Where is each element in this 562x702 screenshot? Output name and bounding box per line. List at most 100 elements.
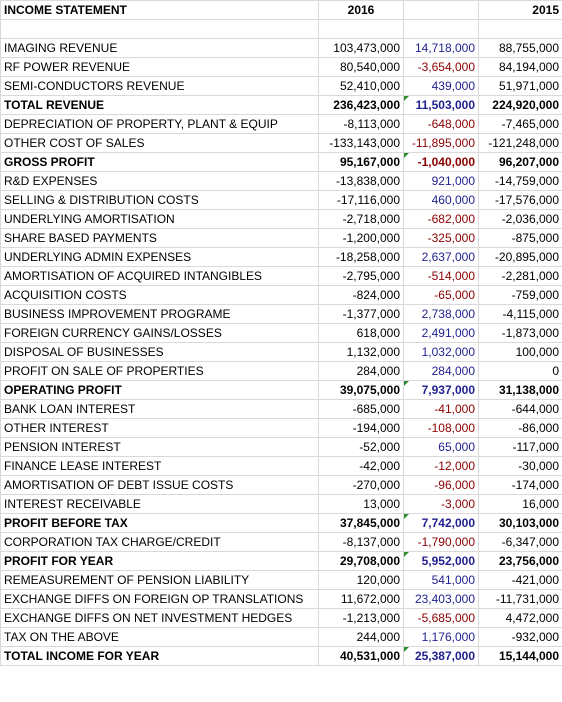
value-2016-cell[interactable]: 236,423,000 xyxy=(318,95,404,115)
variance-cell[interactable]: 65,000 xyxy=(403,437,479,457)
value-2016-cell[interactable]: 103,473,000 xyxy=(318,38,404,58)
row-label-cell[interactable]: INTEREST RECEIVABLE xyxy=(0,494,319,514)
value-2016-cell[interactable]: 13,000 xyxy=(318,494,404,514)
value-2016-cell[interactable]: -1,377,000 xyxy=(318,304,404,324)
row-label-cell[interactable]: BUSINESS IMPROVEMENT PROGRAME xyxy=(0,304,319,324)
value-2015-cell[interactable]: -20,895,000 xyxy=(478,247,562,267)
variance-cell[interactable]: 5,952,000 xyxy=(403,551,479,571)
value-2015-cell[interactable]: -121,248,000 xyxy=(478,133,562,153)
row-label-cell[interactable]: PROFIT ON SALE OF PROPERTIES xyxy=(0,361,319,381)
value-2015-cell[interactable]: 96,207,000 xyxy=(478,152,562,172)
variance-cell[interactable]: -514,000 xyxy=(403,266,479,286)
value-2016-cell[interactable]: 39,075,000 xyxy=(318,380,404,400)
variance-cell[interactable]: 2,738,000 xyxy=(403,304,479,324)
value-2016-cell[interactable]: -42,000 xyxy=(318,456,404,476)
row-label-cell[interactable]: BANK LOAN INTEREST xyxy=(0,399,319,419)
variance-cell[interactable]: 284,000 xyxy=(403,361,479,381)
variance-cell[interactable]: 2,637,000 xyxy=(403,247,479,267)
value-2015-cell[interactable]: 0 xyxy=(478,361,562,381)
row-label-cell[interactable]: ACQUISITION COSTS xyxy=(0,285,319,305)
row-label-cell[interactable]: EXCHANGE DIFFS ON FOREIGN OP TRANSLATION… xyxy=(0,589,319,609)
variance-cell[interactable]: -5,685,000 xyxy=(403,608,479,628)
value-2015-cell[interactable]: -117,000 xyxy=(478,437,562,457)
variance-cell[interactable]: -12,000 xyxy=(403,456,479,476)
variance-cell[interactable]: 14,718,000 xyxy=(403,38,479,58)
variance-cell[interactable]: 921,000 xyxy=(403,171,479,191)
row-label-cell[interactable]: DEPRECIATION OF PROPERTY, PLANT & EQUIP xyxy=(0,114,319,134)
row-label-cell[interactable]: OTHER INTEREST xyxy=(0,418,319,438)
value-2015-cell[interactable]: -174,000 xyxy=(478,475,562,495)
variance-cell[interactable] xyxy=(403,19,479,39)
value-2015-cell[interactable]: 84,194,000 xyxy=(478,57,562,77)
value-2016-cell[interactable]: 52,410,000 xyxy=(318,76,404,96)
variance-cell[interactable]: -1,040,000 xyxy=(403,152,479,172)
variance-cell[interactable]: -682,000 xyxy=(403,209,479,229)
value-2016-cell[interactable]: -8,137,000 xyxy=(318,532,404,552)
value-2016-cell[interactable]: -17,116,000 xyxy=(318,190,404,210)
variance-cell[interactable]: -648,000 xyxy=(403,114,479,134)
row-label-cell[interactable]: PROFIT FOR YEAR xyxy=(0,551,319,571)
value-2015-cell[interactable]: -4,115,000 xyxy=(478,304,562,324)
value-2016-cell[interactable]: -824,000 xyxy=(318,285,404,305)
row-label-cell[interactable]: AMORTISATION OF ACQUIRED INTANGIBLES xyxy=(0,266,319,286)
value-2015-cell[interactable]: 16,000 xyxy=(478,494,562,514)
value-2016-cell[interactable]: -2,795,000 xyxy=(318,266,404,286)
row-label-cell[interactable]: EXCHANGE DIFFS ON NET INVESTMENT HEDGES xyxy=(0,608,319,628)
variance-cell[interactable]: 460,000 xyxy=(403,190,479,210)
value-2016-cell[interactable]: -52,000 xyxy=(318,437,404,457)
value-2015-cell[interactable]: -14,759,000 xyxy=(478,171,562,191)
row-label-cell[interactable]: UNDERLYING AMORTISATION xyxy=(0,209,319,229)
variance-cell[interactable]: -108,000 xyxy=(403,418,479,438)
value-2015-cell[interactable]: -875,000 xyxy=(478,228,562,248)
value-2015-cell[interactable]: 51,971,000 xyxy=(478,76,562,96)
row-label-cell[interactable]: PENSION INTEREST xyxy=(0,437,319,457)
variance-cell[interactable]: 23,403,000 xyxy=(403,589,479,609)
row-label-cell[interactable] xyxy=(0,19,319,39)
variance-cell[interactable]: -1,790,000 xyxy=(403,532,479,552)
row-label-cell[interactable]: OTHER COST OF SALES xyxy=(0,133,319,153)
variance-cell[interactable]: 25,387,000 xyxy=(403,646,479,666)
value-2016-cell[interactable]: 95,167,000 xyxy=(318,152,404,172)
variance-cell[interactable]: 541,000 xyxy=(403,570,479,590)
value-2016-cell[interactable]: 244,000 xyxy=(318,627,404,647)
row-label-cell[interactable]: CORPORATION TAX CHARGE/CREDIT xyxy=(0,532,319,552)
value-2015-cell[interactable]: -644,000 xyxy=(478,399,562,419)
row-label-cell[interactable]: RF POWER REVENUE xyxy=(0,57,319,77)
row-label-cell[interactable]: REMEASUREMENT OF PENSION LIABILITY xyxy=(0,570,319,590)
row-label-cell[interactable]: DISPOSAL OF BUSINESSES xyxy=(0,342,319,362)
variance-cell[interactable]: 2,491,000 xyxy=(403,323,479,343)
value-2015-cell[interactable]: 224,920,000 xyxy=(478,95,562,115)
row-label-cell[interactable]: UNDERLYING ADMIN EXPENSES xyxy=(0,247,319,267)
value-2016-cell[interactable]: 37,845,000 xyxy=(318,513,404,533)
value-2016-cell[interactable]: -8,113,000 xyxy=(318,114,404,134)
value-2015-cell[interactable]: 88,755,000 xyxy=(478,38,562,58)
row-label-cell[interactable]: PROFIT BEFORE TAX xyxy=(0,513,319,533)
value-2016-cell[interactable]: 80,540,000 xyxy=(318,57,404,77)
value-2016-cell[interactable]: -1,200,000 xyxy=(318,228,404,248)
value-2016-cell[interactable]: 618,000 xyxy=(318,323,404,343)
row-label-cell[interactable]: SELLING & DISTRIBUTION COSTS xyxy=(0,190,319,210)
row-label-cell[interactable]: FINANCE LEASE INTEREST xyxy=(0,456,319,476)
row-label-cell[interactable]: TAX ON THE ABOVE xyxy=(0,627,319,647)
value-2015-cell[interactable]: -17,576,000 xyxy=(478,190,562,210)
value-2016-cell[interactable]: -685,000 xyxy=(318,399,404,419)
row-label-cell[interactable]: IMAGING REVENUE xyxy=(0,38,319,58)
value-2015-cell[interactable]: -6,347,000 xyxy=(478,532,562,552)
value-2015-cell[interactable]: -11,731,000 xyxy=(478,589,562,609)
value-2016-cell[interactable]: 40,531,000 xyxy=(318,646,404,666)
value-2015-cell[interactable]: -7,465,000 xyxy=(478,114,562,134)
variance-cell[interactable]: -325,000 xyxy=(403,228,479,248)
variance-cell[interactable]: 11,503,000 xyxy=(403,95,479,115)
row-label-cell[interactable]: TOTAL REVENUE xyxy=(0,95,319,115)
header-2015-cell[interactable]: 2015 xyxy=(478,0,562,20)
value-2015-cell[interactable]: 100,000 xyxy=(478,342,562,362)
value-2016-cell[interactable]: -1,213,000 xyxy=(318,608,404,628)
value-2016-cell[interactable]: 11,672,000 xyxy=(318,589,404,609)
value-2016-cell[interactable]: 120,000 xyxy=(318,570,404,590)
header-variance-cell[interactable] xyxy=(403,0,479,20)
value-2015-cell[interactable] xyxy=(478,19,562,39)
value-2016-cell[interactable]: -270,000 xyxy=(318,475,404,495)
value-2015-cell[interactable]: -1,873,000 xyxy=(478,323,562,343)
value-2015-cell[interactable]: -30,000 xyxy=(478,456,562,476)
variance-cell[interactable]: 7,742,000 xyxy=(403,513,479,533)
